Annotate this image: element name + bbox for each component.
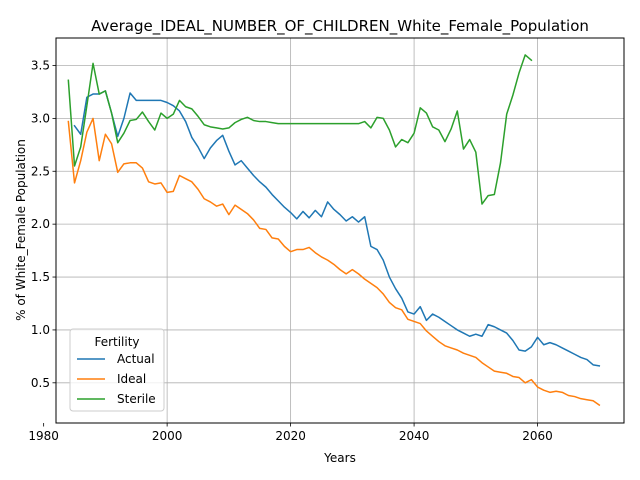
- chart-title: Average_IDEAL_NUMBER_OF_CHILDREN_White_F…: [91, 17, 589, 36]
- plot-area-frame: [55, 37, 625, 424]
- x-tick-label: 2060: [522, 429, 553, 443]
- grid-lines: [56, 38, 624, 423]
- legend: Fertility Actual Ideal Sterile: [69, 328, 165, 412]
- x-tick-label: 1980: [28, 429, 59, 443]
- y-tick-label: 3.5: [31, 59, 50, 73]
- legend-box: [69, 328, 165, 412]
- series-line-actual: [73, 90, 601, 367]
- legend-label-sterile: Sterile: [117, 392, 156, 406]
- series-line-ideal: [67, 117, 601, 407]
- x-tick-label: 2040: [399, 429, 430, 443]
- y-tick-label: 1.0: [31, 323, 50, 337]
- y-axis-ticks: 0.5 1.0 1.5 2.0 2.5 3.0 3.5: [31, 59, 56, 390]
- legend-items: Actual Ideal Sterile: [77, 352, 156, 406]
- series-line-sterile: [67, 54, 533, 205]
- x-axis-ticks: 1980 2000 2020 2040 2060: [28, 423, 553, 443]
- y-tick-label: 0.5: [31, 376, 50, 390]
- legend-label-ideal: Ideal: [117, 372, 146, 386]
- x-tick-label: 2000: [152, 429, 183, 443]
- series-lines: [67, 54, 601, 407]
- y-axis-label: % of White_Female Population: [14, 139, 28, 321]
- legend-label-actual: Actual: [117, 352, 155, 366]
- y-tick-label: 3.0: [31, 111, 50, 125]
- y-tick-label: 1.5: [31, 270, 50, 284]
- y-tick-label: 2.0: [31, 217, 50, 231]
- x-axis-label: Years: [323, 451, 356, 465]
- y-tick-label: 2.5: [31, 164, 50, 178]
- x-tick-label: 2020: [275, 429, 306, 443]
- legend-title: Fertility: [94, 335, 139, 349]
